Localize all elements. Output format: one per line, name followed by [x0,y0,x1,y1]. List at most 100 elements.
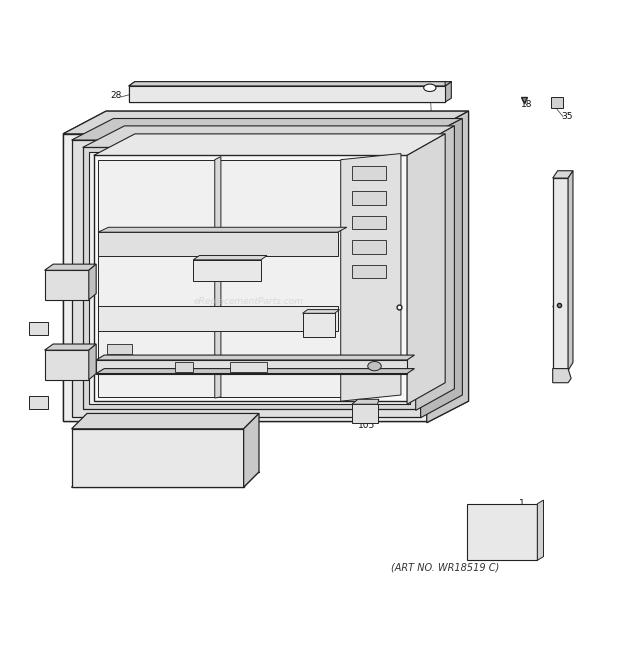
Polygon shape [98,306,338,330]
Text: 105: 105 [208,290,225,299]
Polygon shape [94,155,407,401]
Polygon shape [98,227,347,232]
Bar [352,405,378,422]
Bar [551,97,563,108]
Polygon shape [538,500,544,561]
Polygon shape [352,399,379,405]
Polygon shape [552,369,571,383]
Text: 290: 290 [69,368,86,377]
Text: 105: 105 [30,323,47,332]
Polygon shape [445,82,451,86]
Polygon shape [89,152,410,405]
Polygon shape [96,355,414,360]
Text: 29: 29 [363,368,374,377]
Polygon shape [71,429,244,487]
Polygon shape [427,111,469,422]
Polygon shape [71,140,420,416]
Polygon shape [98,232,338,256]
Text: 921: 921 [424,134,441,143]
Text: 35: 35 [561,112,573,121]
Ellipse shape [368,362,381,371]
Text: 28: 28 [179,360,190,369]
Polygon shape [552,178,568,369]
Text: 109: 109 [94,460,111,469]
Polygon shape [82,147,415,409]
Text: 108: 108 [220,463,237,471]
Polygon shape [89,344,96,379]
Polygon shape [420,118,463,418]
Bar [175,362,193,372]
Polygon shape [94,155,407,401]
Polygon shape [129,86,445,102]
Bar [29,396,48,409]
Bar [107,344,132,354]
Polygon shape [129,86,445,102]
Polygon shape [552,171,573,178]
Text: 30: 30 [149,94,161,102]
Polygon shape [415,126,454,410]
Text: 26: 26 [252,358,264,367]
Polygon shape [427,111,469,422]
Polygon shape [193,256,267,260]
Bar [352,191,386,204]
Polygon shape [96,360,407,373]
Polygon shape [215,157,221,398]
Polygon shape [129,82,451,86]
Polygon shape [407,134,445,405]
Polygon shape [94,134,445,155]
Text: 18: 18 [559,301,571,311]
Text: 105: 105 [358,421,375,430]
Bar [352,240,386,254]
Polygon shape [96,369,414,373]
Bar [230,362,267,372]
Polygon shape [98,160,341,397]
Ellipse shape [423,84,436,91]
Text: 23: 23 [441,362,452,371]
Bar [352,167,386,180]
Polygon shape [45,344,96,350]
Text: 24: 24 [84,167,95,176]
Text: 4: 4 [55,274,61,283]
Text: 28: 28 [111,91,122,100]
Text: 25: 25 [457,333,468,342]
Ellipse shape [421,89,432,95]
Polygon shape [129,82,451,86]
Polygon shape [407,134,445,405]
Polygon shape [63,111,469,134]
Polygon shape [445,82,451,102]
Polygon shape [71,140,420,416]
Polygon shape [341,153,401,401]
Text: 32: 32 [63,290,75,299]
Text: 900: 900 [331,137,348,146]
Bar [352,215,386,229]
Polygon shape [89,264,96,300]
Polygon shape [71,118,463,140]
Text: 105: 105 [323,333,340,342]
Text: 150: 150 [372,311,389,320]
Polygon shape [71,413,259,429]
Polygon shape [420,118,463,418]
Polygon shape [45,350,89,379]
Polygon shape [82,126,454,147]
Polygon shape [568,171,573,370]
Polygon shape [71,118,463,140]
Polygon shape [94,134,445,155]
Polygon shape [82,126,454,147]
Text: eReplacementParts.com: eReplacementParts.com [193,297,304,305]
Bar [352,265,386,278]
Text: (ART NO. WR18519 C): (ART NO. WR18519 C) [391,562,499,572]
Text: 6: 6 [567,332,572,341]
Polygon shape [303,309,340,313]
Text: 566: 566 [239,376,256,385]
Polygon shape [303,313,335,336]
Text: 1: 1 [519,499,525,508]
Polygon shape [63,111,469,134]
Polygon shape [415,126,454,410]
Polygon shape [467,504,538,561]
Polygon shape [63,134,427,422]
Polygon shape [45,264,96,270]
Polygon shape [63,134,427,422]
Bar [29,322,48,335]
Text: 18: 18 [521,100,532,109]
Text: 105: 105 [30,397,47,406]
